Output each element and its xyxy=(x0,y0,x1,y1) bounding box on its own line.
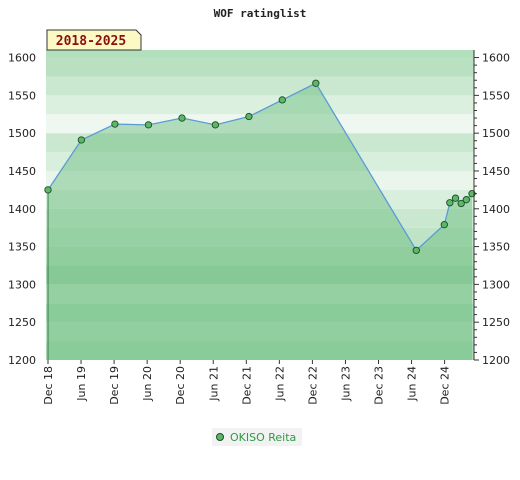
y-axis-left: 1200 1250 1300 1350 1400 1450 1500 1550 1600 xyxy=(8,52,36,367)
period-badge: 2018-2025 xyxy=(46,29,142,51)
background-band xyxy=(46,341,474,360)
x-tick-label: Dec 23 xyxy=(373,366,386,405)
y-tick-label: 1600 xyxy=(482,52,510,65)
background-band xyxy=(46,114,474,134)
series-line xyxy=(47,82,473,360)
background-band xyxy=(46,57,474,77)
x-axis: Dec 18 Jun 19 Dec 19 Jun 20 Dec 20 Jun 21 Dec … xyxy=(42,360,452,405)
y-tick-label: 1500 xyxy=(482,127,510,140)
data-point xyxy=(44,186,52,194)
data-point xyxy=(312,79,320,87)
data-point xyxy=(440,221,448,229)
data-point xyxy=(211,121,220,129)
data-point xyxy=(457,199,465,208)
x-tick-label: Dec 24 xyxy=(439,366,452,405)
plot-background-bands xyxy=(46,50,474,360)
y-tick-label: 1400 xyxy=(482,203,510,216)
x-tick-label: Dec 20 xyxy=(174,366,187,405)
y-axis-right: 1200 1250 1300 1350 1400 1450 1500 1550 1600 xyxy=(473,50,510,367)
y-tick-label: 1300 xyxy=(8,278,36,291)
x-tick-label: Dec 21 xyxy=(240,366,253,405)
chart-title: WOF ratinglist xyxy=(214,7,307,20)
y-tick-label: 1300 xyxy=(482,278,510,291)
data-point xyxy=(245,112,253,121)
data-point xyxy=(77,136,86,144)
legend-label: OKISO Reita xyxy=(230,430,297,444)
x-tick-label: Jun 23 xyxy=(339,366,352,402)
x-tick-label: Dec 18 xyxy=(42,366,55,405)
background-band xyxy=(46,95,474,115)
y-tick-label: 1250 xyxy=(482,316,510,329)
x-tick-label: Jun 20 xyxy=(141,366,154,402)
area-fill xyxy=(48,83,472,360)
series-area xyxy=(48,83,472,360)
background-band xyxy=(46,133,474,153)
legend: OKISO Reita xyxy=(212,428,303,446)
y-tick-label: 1200 xyxy=(482,354,510,367)
y-tick-label: 1600 xyxy=(8,52,36,65)
x-tick-label: Jun 22 xyxy=(273,366,286,402)
background-band xyxy=(46,50,474,58)
data-point xyxy=(111,120,119,128)
background-band xyxy=(46,265,474,285)
period-badge-text: 2018-2025 xyxy=(56,34,126,49)
y-tick-label: 1550 xyxy=(8,89,36,102)
y-tick-label: 1450 xyxy=(482,165,510,178)
background-band xyxy=(46,76,474,96)
data-point xyxy=(412,246,420,255)
x-tick-label: Jun 24 xyxy=(406,366,419,402)
y-tick-label: 1350 xyxy=(8,241,36,254)
background-band xyxy=(46,322,474,342)
y-tick-label: 1500 xyxy=(8,127,36,140)
background-band xyxy=(46,208,474,228)
background-band xyxy=(46,246,474,266)
data-point xyxy=(451,194,460,202)
legend-marker-icon xyxy=(216,433,224,441)
y-tick-label: 1550 xyxy=(482,89,510,102)
data-point xyxy=(178,114,186,122)
data-point xyxy=(144,121,153,129)
y-tick-label: 1450 xyxy=(8,165,36,178)
y-tick-label: 1200 xyxy=(8,354,36,367)
y-tick-label: 1350 xyxy=(482,241,510,254)
x-tick-label: Dec 19 xyxy=(108,366,121,405)
data-point xyxy=(278,96,286,104)
y-tick-label: 1250 xyxy=(8,316,36,329)
background-band xyxy=(46,152,474,171)
data-point xyxy=(462,196,470,204)
background-band xyxy=(46,303,474,323)
data-point xyxy=(446,199,454,207)
background-band xyxy=(46,170,474,190)
x-tick-label: Dec 22 xyxy=(306,366,319,405)
background-band xyxy=(46,189,474,209)
period-badge-box xyxy=(46,29,142,51)
rating-line xyxy=(47,82,473,252)
background-band xyxy=(46,284,474,304)
background-band xyxy=(46,227,474,247)
x-tick-label: Jun 21 xyxy=(207,366,220,402)
y-tick-label: 1400 xyxy=(8,203,36,216)
x-tick-label: Jun 19 xyxy=(75,366,88,402)
